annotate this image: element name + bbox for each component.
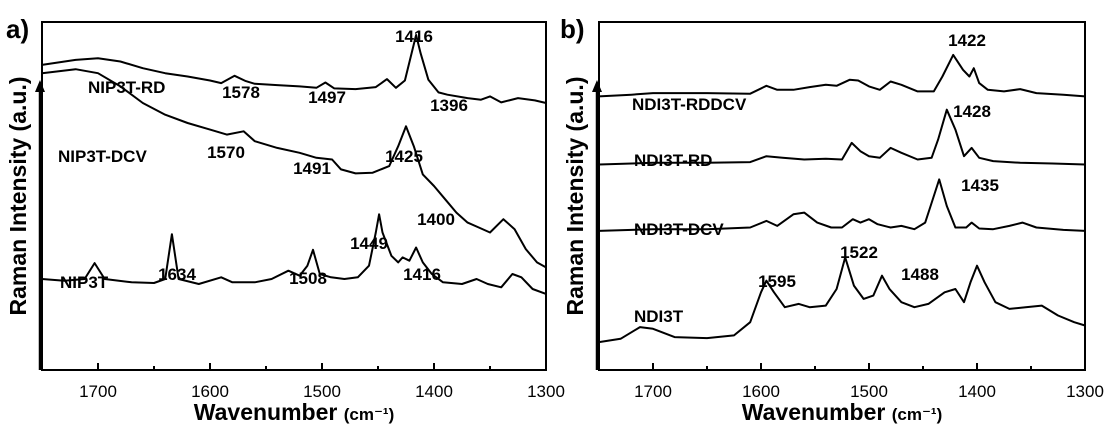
x-axis-unit: (cm⁻¹) — [344, 405, 395, 424]
peak-label: 1578 — [222, 83, 260, 102]
series-line-ndi3t-rddcv — [598, 53, 1086, 98]
peak-label: 1634 — [158, 265, 196, 284]
peak-label: 1508 — [289, 269, 327, 288]
peak-label: 1449 — [350, 234, 388, 253]
x-axis-title-text: Wavenumber — [742, 399, 892, 425]
x-tick-label: 1600 — [742, 382, 780, 401]
panel-letter: b) — [560, 14, 585, 44]
series-label: NDI3T-RDDCV — [632, 95, 747, 114]
series-line-ndi3t-dcv — [598, 178, 1086, 232]
x-tick-label: 1400 — [415, 382, 453, 401]
x-axis-title: Wavenumber (cm⁻¹) — [742, 399, 943, 425]
peak-label: 1428 — [953, 102, 991, 121]
plot-frame — [41, 21, 547, 371]
x-tick-label: 1500 — [850, 382, 888, 401]
peak-label: 1435 — [961, 176, 999, 195]
peak-label: 1400 — [417, 210, 455, 229]
series-label: NDI3T — [634, 307, 684, 326]
y-axis-arrow-icon — [592, 80, 602, 92]
series-label: NIP3T-RD — [88, 78, 165, 97]
peak-label: 1416 — [403, 265, 441, 284]
y-axis-title: Raman Intensity (a.u.) — [5, 77, 31, 316]
peak-label: 1522 — [840, 243, 878, 262]
x-axis-title-text: Wavenumber — [194, 399, 344, 425]
peak-label: 1497 — [308, 88, 346, 107]
peak-label: 1488 — [901, 265, 939, 284]
peak-label: 1491 — [293, 159, 331, 178]
peak-label: 1595 — [758, 272, 796, 291]
x-tick-label: 1400 — [958, 382, 996, 401]
series-line-nip3t — [41, 213, 547, 295]
x-tick-label: 1300 — [527, 382, 565, 401]
x-axis-unit: (cm⁻¹) — [892, 405, 943, 424]
y-axis-arrow-icon — [35, 80, 45, 92]
x-tick-label: 1300 — [1066, 382, 1104, 401]
peak-label: 1570 — [207, 143, 245, 162]
series-label: NDI3T-RD — [634, 151, 712, 170]
series-label: NIP3T-DCV — [58, 147, 147, 166]
chart-panel-b: 1700 1600 1500 1400 1300 NDI3T-RDDCV 1422 NDI3T… — [560, 14, 1104, 425]
series-label: NDI3T-DCV — [634, 220, 724, 239]
series-line-nip3t-dcv — [41, 68, 547, 269]
series-label: NIP3T — [60, 273, 109, 292]
peak-label: 1425 — [385, 147, 423, 166]
x-axis-title: Wavenumber (cm⁻¹) — [194, 399, 395, 425]
y-axis-title: Raman Intensity (a.u.) — [562, 77, 588, 316]
plot-frame — [598, 21, 1086, 371]
x-tick-label: 1700 — [79, 382, 117, 401]
peak-label: 1422 — [948, 31, 986, 50]
x-tick-label: 1600 — [191, 382, 229, 401]
chart-panel-a: 1700 1600 1500 1400 1300 NIP3T-RD 1578 1497 1416… — [5, 14, 565, 425]
peak-label: 1396 — [430, 96, 468, 115]
panel-letter: a) — [6, 14, 29, 44]
x-tick-label: 1500 — [303, 382, 341, 401]
peak-label: 1416 — [395, 27, 433, 46]
series-line-ndi3t-rd — [598, 108, 1086, 166]
series-line-nip3t-rd — [41, 34, 547, 104]
x-tick-label: 1700 — [634, 382, 672, 401]
series-line-ndi3t — [598, 256, 1086, 344]
